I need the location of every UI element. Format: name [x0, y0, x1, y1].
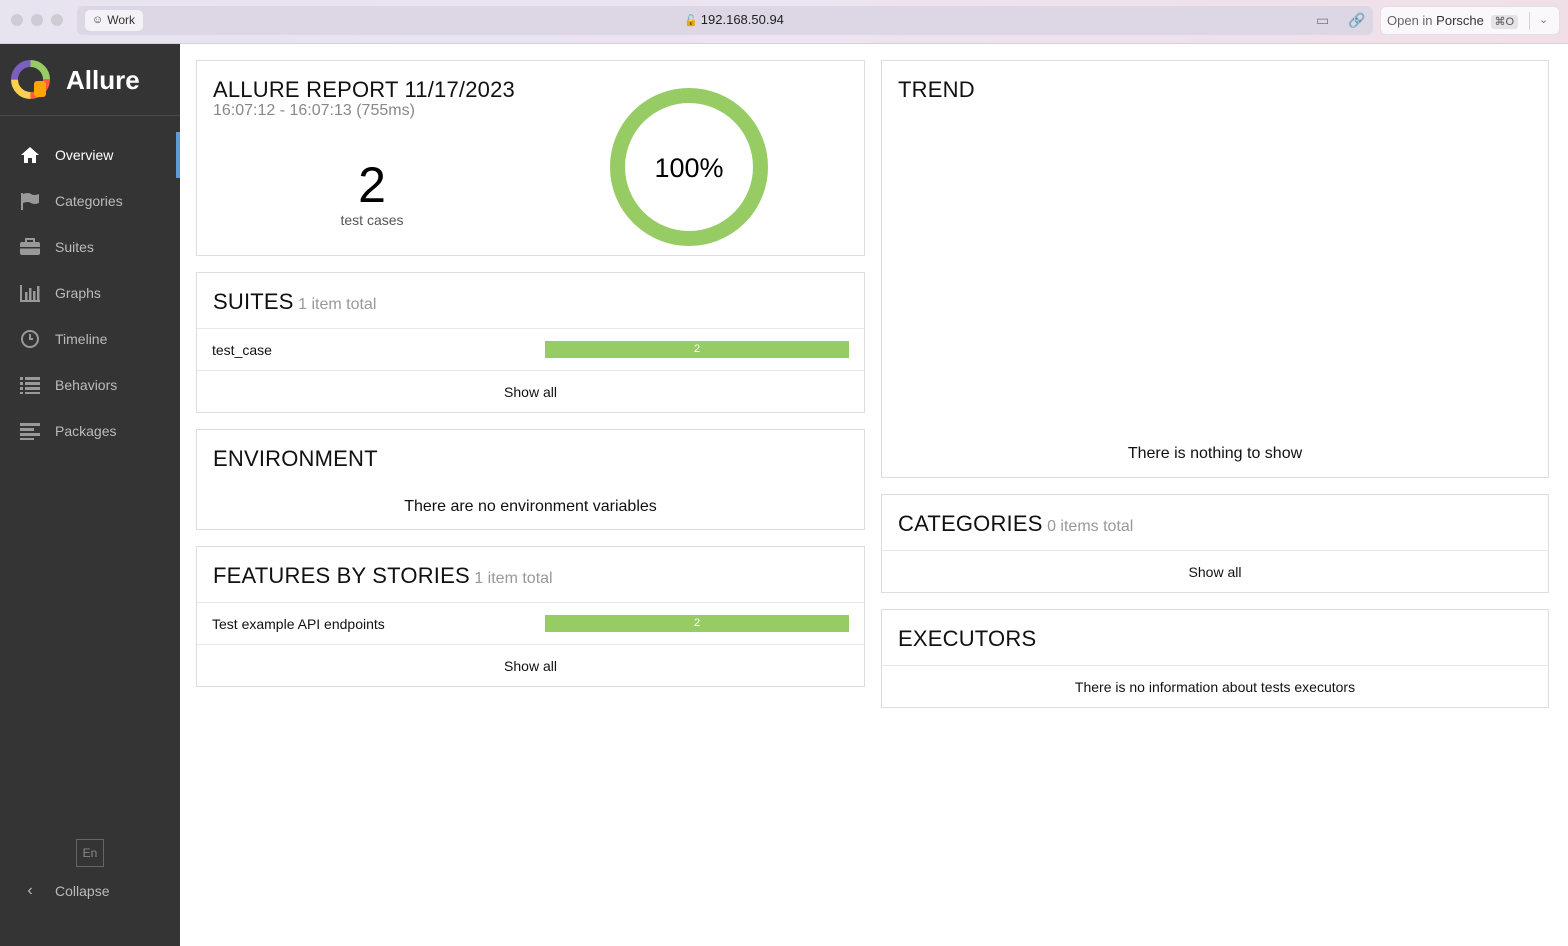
sidebar-item-categories[interactable]: Categories — [0, 178, 180, 224]
show-all-link[interactable]: Show all — [1188, 564, 1242, 580]
features-show-all[interactable]: Show all — [197, 644, 864, 687]
collapse-button[interactable]: ‹ Collapse — [18, 879, 109, 903]
home-icon — [18, 145, 42, 165]
sidebar: Allure Overview Categories Suites Graphs — [0, 44, 180, 946]
suite-name: test_case — [212, 342, 272, 358]
zoom-window-button[interactable] — [51, 14, 63, 26]
url-text[interactable]: 🔓 192.168.50.94 — [684, 12, 784, 27]
environment-widget: ENVIRONMENT There are no environment var… — [196, 429, 865, 530]
open-in-app-button[interactable]: Open in Porsche ⌘O ⌄ — [1380, 6, 1560, 35]
report-title: ALLURE REPORT 11/17/2023 — [213, 77, 515, 102]
features-title[interactable]: FEATURES BY STORIES — [213, 563, 470, 588]
sidebar-nav: Overview Categories Suites Graphs Timeli… — [0, 132, 180, 454]
success-rate-text: 100% — [654, 153, 723, 183]
executors-widget: EXECUTORS There is no information about … — [881, 609, 1549, 708]
smiley-icon: ☺ — [92, 14, 104, 26]
brand[interactable]: Allure — [0, 44, 180, 116]
clock-icon — [18, 329, 42, 349]
language-select[interactable]: En — [76, 839, 104, 867]
categories-widget: CATEGORIES 0 items total Show all — [881, 494, 1549, 593]
environment-message: There are no environment variables — [404, 498, 657, 515]
features-subtitle: 1 item total — [474, 570, 553, 587]
profile-pill[interactable]: ☺ Work — [85, 10, 144, 31]
minimize-window-button[interactable] — [31, 14, 43, 26]
sidebar-item-overview[interactable]: Overview — [0, 132, 180, 178]
sidebar-item-behaviors[interactable]: Behaviors — [0, 362, 180, 408]
link-icon[interactable]: 🔗 — [1348, 12, 1366, 28]
table-row[interactable]: test_case 2 — [197, 328, 864, 370]
success-rate-ring: 100% — [610, 88, 768, 246]
feature-name: Test example API endpoints — [212, 616, 385, 632]
suites-widget: SUITES 1 item total test_case 2 Show all — [196, 272, 865, 413]
briefcase-icon — [18, 237, 42, 257]
show-all-link[interactable]: Show all — [504, 658, 557, 674]
trend-widget: TREND There is nothing to show — [881, 60, 1549, 478]
chevron-left-icon: ‹ — [27, 882, 33, 899]
table-row[interactable]: Test example API endpoints 2 — [197, 602, 864, 644]
align-left-icon — [18, 421, 42, 441]
show-all-link[interactable]: Show all — [504, 384, 557, 400]
trend-message: There is nothing to show — [1127, 445, 1303, 462]
summary-widget: ALLURE REPORT 11/17/2023 16:07:12 - 16:0… — [196, 60, 865, 256]
address-bar[interactable] — [77, 6, 1373, 35]
reader-icon[interactable]: ▭ — [1316, 12, 1330, 28]
test-case-count: 2 — [358, 157, 386, 213]
browser-toolbar: ☺ Work 🔓 192.168.50.94 ▭ 🔗 Open in Porsch… — [0, 0, 1568, 44]
passed-bar: 2 — [545, 615, 849, 632]
flag-icon — [18, 191, 42, 211]
features-widget: FEATURES BY STORIES 1 item total Test ex… — [196, 546, 865, 687]
suites-show-all[interactable]: Show all — [197, 370, 864, 413]
categories-title[interactable]: CATEGORIES — [898, 511, 1043, 536]
sidebar-item-suites[interactable]: Suites — [0, 224, 180, 270]
sidebar-item-packages[interactable]: Packages — [0, 408, 180, 454]
executors-title: EXECUTORS — [898, 626, 1037, 651]
test-case-count-label: test cases — [340, 212, 404, 228]
report-time-range: 16:07:12 - 16:07:13 (755ms) — [213, 102, 415, 119]
allure-logo-icon — [11, 60, 50, 99]
sidebar-item-timeline[interactable]: Timeline — [0, 316, 180, 362]
categories-show-all[interactable]: Show all — [882, 550, 1548, 593]
sidebar-item-graphs[interactable]: Graphs — [0, 270, 180, 316]
executors-message: There is no information about tests exec… — [1074, 679, 1356, 695]
suites-subtitle: 1 item total — [298, 296, 377, 313]
suites-title[interactable]: SUITES — [213, 289, 294, 314]
list-icon — [18, 375, 42, 395]
categories-subtitle: 0 items total — [1047, 518, 1134, 535]
insecure-lock-icon: 🔓 — [684, 15, 698, 27]
passed-bar: 2 — [545, 341, 849, 358]
environment-title: ENVIRONMENT — [213, 446, 378, 471]
trend-title: TREND — [898, 77, 975, 102]
chevron-down-icon[interactable]: ⌄ — [1539, 14, 1549, 26]
brand-name: Allure — [66, 65, 140, 95]
profile-label: Work — [107, 13, 136, 27]
close-window-button[interactable] — [11, 14, 23, 26]
bar-chart-icon — [18, 283, 42, 303]
success-rate-arc — [610, 88, 768, 246]
